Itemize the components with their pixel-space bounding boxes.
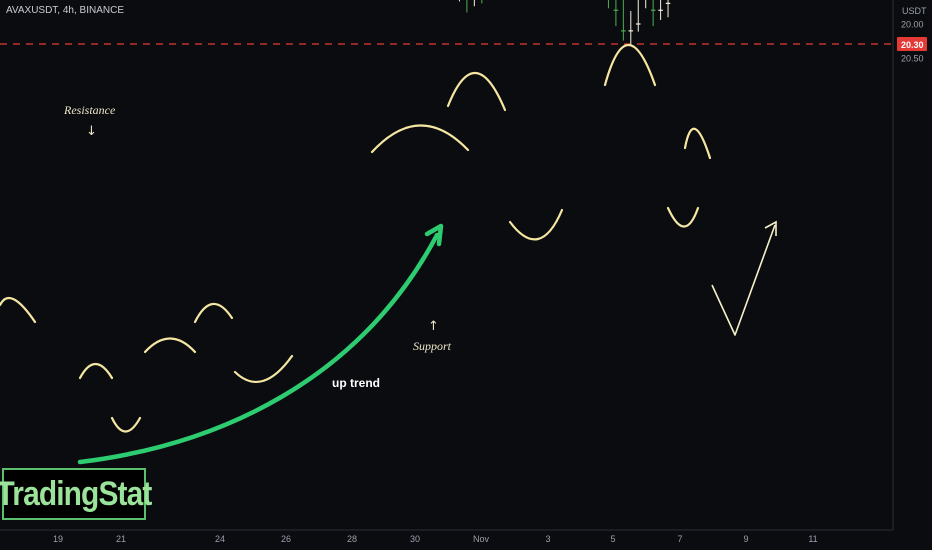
pattern-curve [683, 127, 712, 160]
time-tick-label: 3 [545, 534, 550, 544]
candle-body [658, 9, 663, 11]
candle-body [665, 2, 671, 4]
up-trend-label: up trend [332, 376, 380, 390]
time-tick-label: 21 [116, 534, 126, 544]
support-arrow: ↑ [428, 319, 439, 334]
pattern-curve [666, 206, 700, 228]
pattern-curve [143, 337, 197, 354]
time-tick-label: 19 [53, 534, 63, 544]
symbol-header[interactable]: AVAXUSDT, 4h, BINANCE [6, 5, 124, 16]
candle-body [621, 30, 626, 32]
candle-body [613, 9, 619, 11]
up-trend-arrowhead [424, 223, 444, 247]
projection-arrowhead [764, 220, 777, 236]
time-tick-label: 26 [281, 534, 291, 544]
pattern-curve [446, 72, 507, 112]
up-trend-arrow [77, 232, 440, 465]
price-label-box [897, 37, 927, 51]
pattern-curve [193, 302, 234, 324]
time-tick-label: 5 [610, 534, 615, 544]
time-tick-label: 11 [808, 534, 817, 544]
resistance-arrow: ↓ [86, 124, 97, 139]
axis-unit-label: USDT [902, 6, 927, 16]
logo-text: TradingStat [0, 474, 152, 513]
time-tick-label: Nov [473, 534, 490, 544]
candle-body [635, 23, 641, 25]
resistance-label: Resistance [63, 103, 116, 117]
pattern-curve [603, 43, 657, 87]
price-tick-label: 20.50 [901, 54, 924, 64]
pattern-curve [110, 416, 142, 433]
support-label: Support [413, 339, 452, 353]
tradingstat-logo: TradingStat [0, 468, 152, 520]
candle-body [650, 9, 656, 11]
time-tick-label: 30 [410, 534, 420, 544]
pattern-curve [0, 296, 37, 324]
candle-body [628, 30, 634, 32]
pattern-curve [370, 124, 470, 154]
time-tick-label: 7 [677, 534, 682, 544]
time-tick-label: 24 [215, 534, 225, 544]
pattern-curve [233, 354, 294, 383]
price-label-text: 20.30 [901, 40, 924, 50]
pattern-curve [508, 208, 564, 241]
pattern-curve [78, 362, 114, 380]
time-tick-label: 9 [743, 534, 748, 544]
price-tick-label: 20.00 [901, 19, 924, 29]
projection-path [711, 224, 776, 336]
time-tick-label: 28 [347, 534, 357, 544]
